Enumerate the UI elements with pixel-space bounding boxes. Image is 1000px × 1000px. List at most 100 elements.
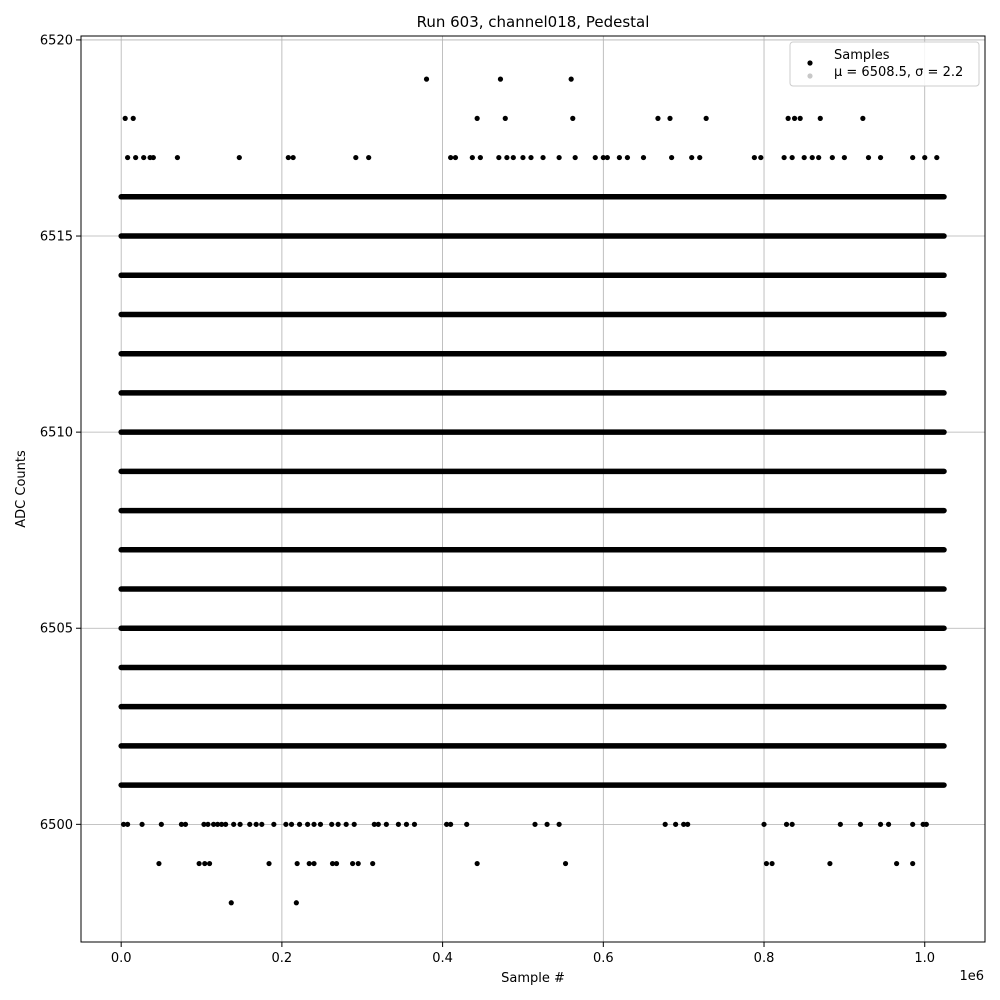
data-point	[311, 860, 317, 867]
data-point	[329, 860, 336, 867]
x-offset-label: 1e6	[959, 969, 984, 984]
data-point	[120, 821, 127, 827]
data-point	[934, 154, 940, 161]
data-point	[411, 821, 418, 827]
data-point	[528, 154, 534, 161]
plot-frame	[80, 35, 986, 943]
data-point	[616, 154, 622, 161]
data-point	[353, 154, 359, 161]
data-point	[761, 821, 767, 827]
data-point	[182, 821, 189, 827]
y-tick-label: 6500	[40, 818, 73, 833]
data-point	[789, 821, 795, 827]
legend-entry-stats: μ = 6508.5, σ = 2.2	[834, 65, 963, 80]
data-point	[236, 154, 242, 161]
data-point	[253, 821, 259, 827]
data-point	[125, 821, 131, 827]
data-point	[910, 860, 916, 867]
data-point	[797, 115, 803, 121]
data-point	[785, 115, 791, 121]
data-point	[655, 115, 661, 121]
data-point	[335, 821, 341, 827]
data-point	[317, 821, 324, 827]
data-point	[474, 115, 480, 121]
y-tick-label: 6510	[40, 426, 73, 441]
data-point	[133, 154, 139, 161]
data-point	[923, 821, 929, 827]
data-point	[477, 154, 483, 161]
data-point	[885, 821, 892, 827]
data-point	[860, 115, 866, 121]
data-point	[247, 821, 253, 827]
data-point	[829, 154, 835, 161]
data-point	[237, 821, 243, 827]
data-point	[865, 154, 872, 161]
legend-marker-samples	[807, 60, 813, 66]
data-point	[223, 821, 229, 827]
data-point	[841, 154, 847, 161]
data-point	[544, 821, 550, 827]
data-point	[215, 821, 221, 827]
data-point	[290, 154, 296, 161]
data-point	[827, 860, 833, 867]
data-point	[556, 821, 562, 827]
chart-title: Run 603, channel018, Pedestal	[417, 13, 650, 31]
data-point	[343, 821, 349, 827]
data-point	[469, 154, 475, 161]
x-tick-label: 0.6	[593, 951, 614, 966]
data-point	[228, 900, 234, 906]
data-point	[259, 821, 265, 827]
data-point	[219, 821, 225, 827]
data-point	[662, 821, 668, 827]
data-point	[685, 821, 691, 827]
y-tick-label: 6520	[40, 33, 73, 48]
legend-marker-stats	[807, 73, 813, 79]
data-point	[266, 860, 272, 867]
data-point	[604, 154, 610, 161]
data-point	[474, 860, 480, 867]
data-point	[789, 154, 795, 161]
data-point	[667, 115, 673, 121]
data-point	[201, 821, 207, 827]
data-point	[293, 900, 299, 906]
data-point	[781, 154, 787, 161]
data-point	[877, 821, 884, 827]
data-point	[556, 154, 562, 161]
data-point	[174, 154, 181, 161]
data-point	[444, 821, 450, 827]
data-point	[758, 154, 764, 161]
data-point	[673, 821, 679, 827]
data-point	[306, 860, 312, 867]
data-point	[497, 76, 504, 82]
data-point	[141, 154, 147, 161]
data-point	[206, 860, 213, 867]
data-point	[562, 860, 569, 867]
data-point	[178, 821, 185, 827]
x-tick-label: 0.4	[432, 951, 453, 966]
data-point	[271, 821, 277, 827]
data-point	[452, 154, 459, 161]
data-point	[139, 821, 145, 827]
data-point	[371, 821, 377, 827]
data-point	[158, 821, 164, 827]
data-point	[817, 115, 823, 121]
data-point	[370, 860, 376, 867]
x-tick-label: 0.0	[111, 951, 132, 966]
data-point	[510, 154, 516, 161]
data-point	[689, 154, 695, 161]
data-point	[448, 821, 454, 827]
data-point	[703, 115, 709, 121]
data-point	[769, 860, 775, 867]
data-point	[311, 821, 317, 827]
data-point	[285, 154, 291, 161]
x-tick-label: 0.2	[272, 951, 293, 966]
data-point	[894, 860, 900, 867]
data-point	[504, 154, 510, 161]
data-point	[809, 154, 815, 161]
data-point	[568, 76, 574, 82]
data-point	[350, 860, 356, 867]
data-point	[423, 76, 430, 82]
data-point	[122, 115, 128, 121]
legend-box	[789, 41, 980, 87]
